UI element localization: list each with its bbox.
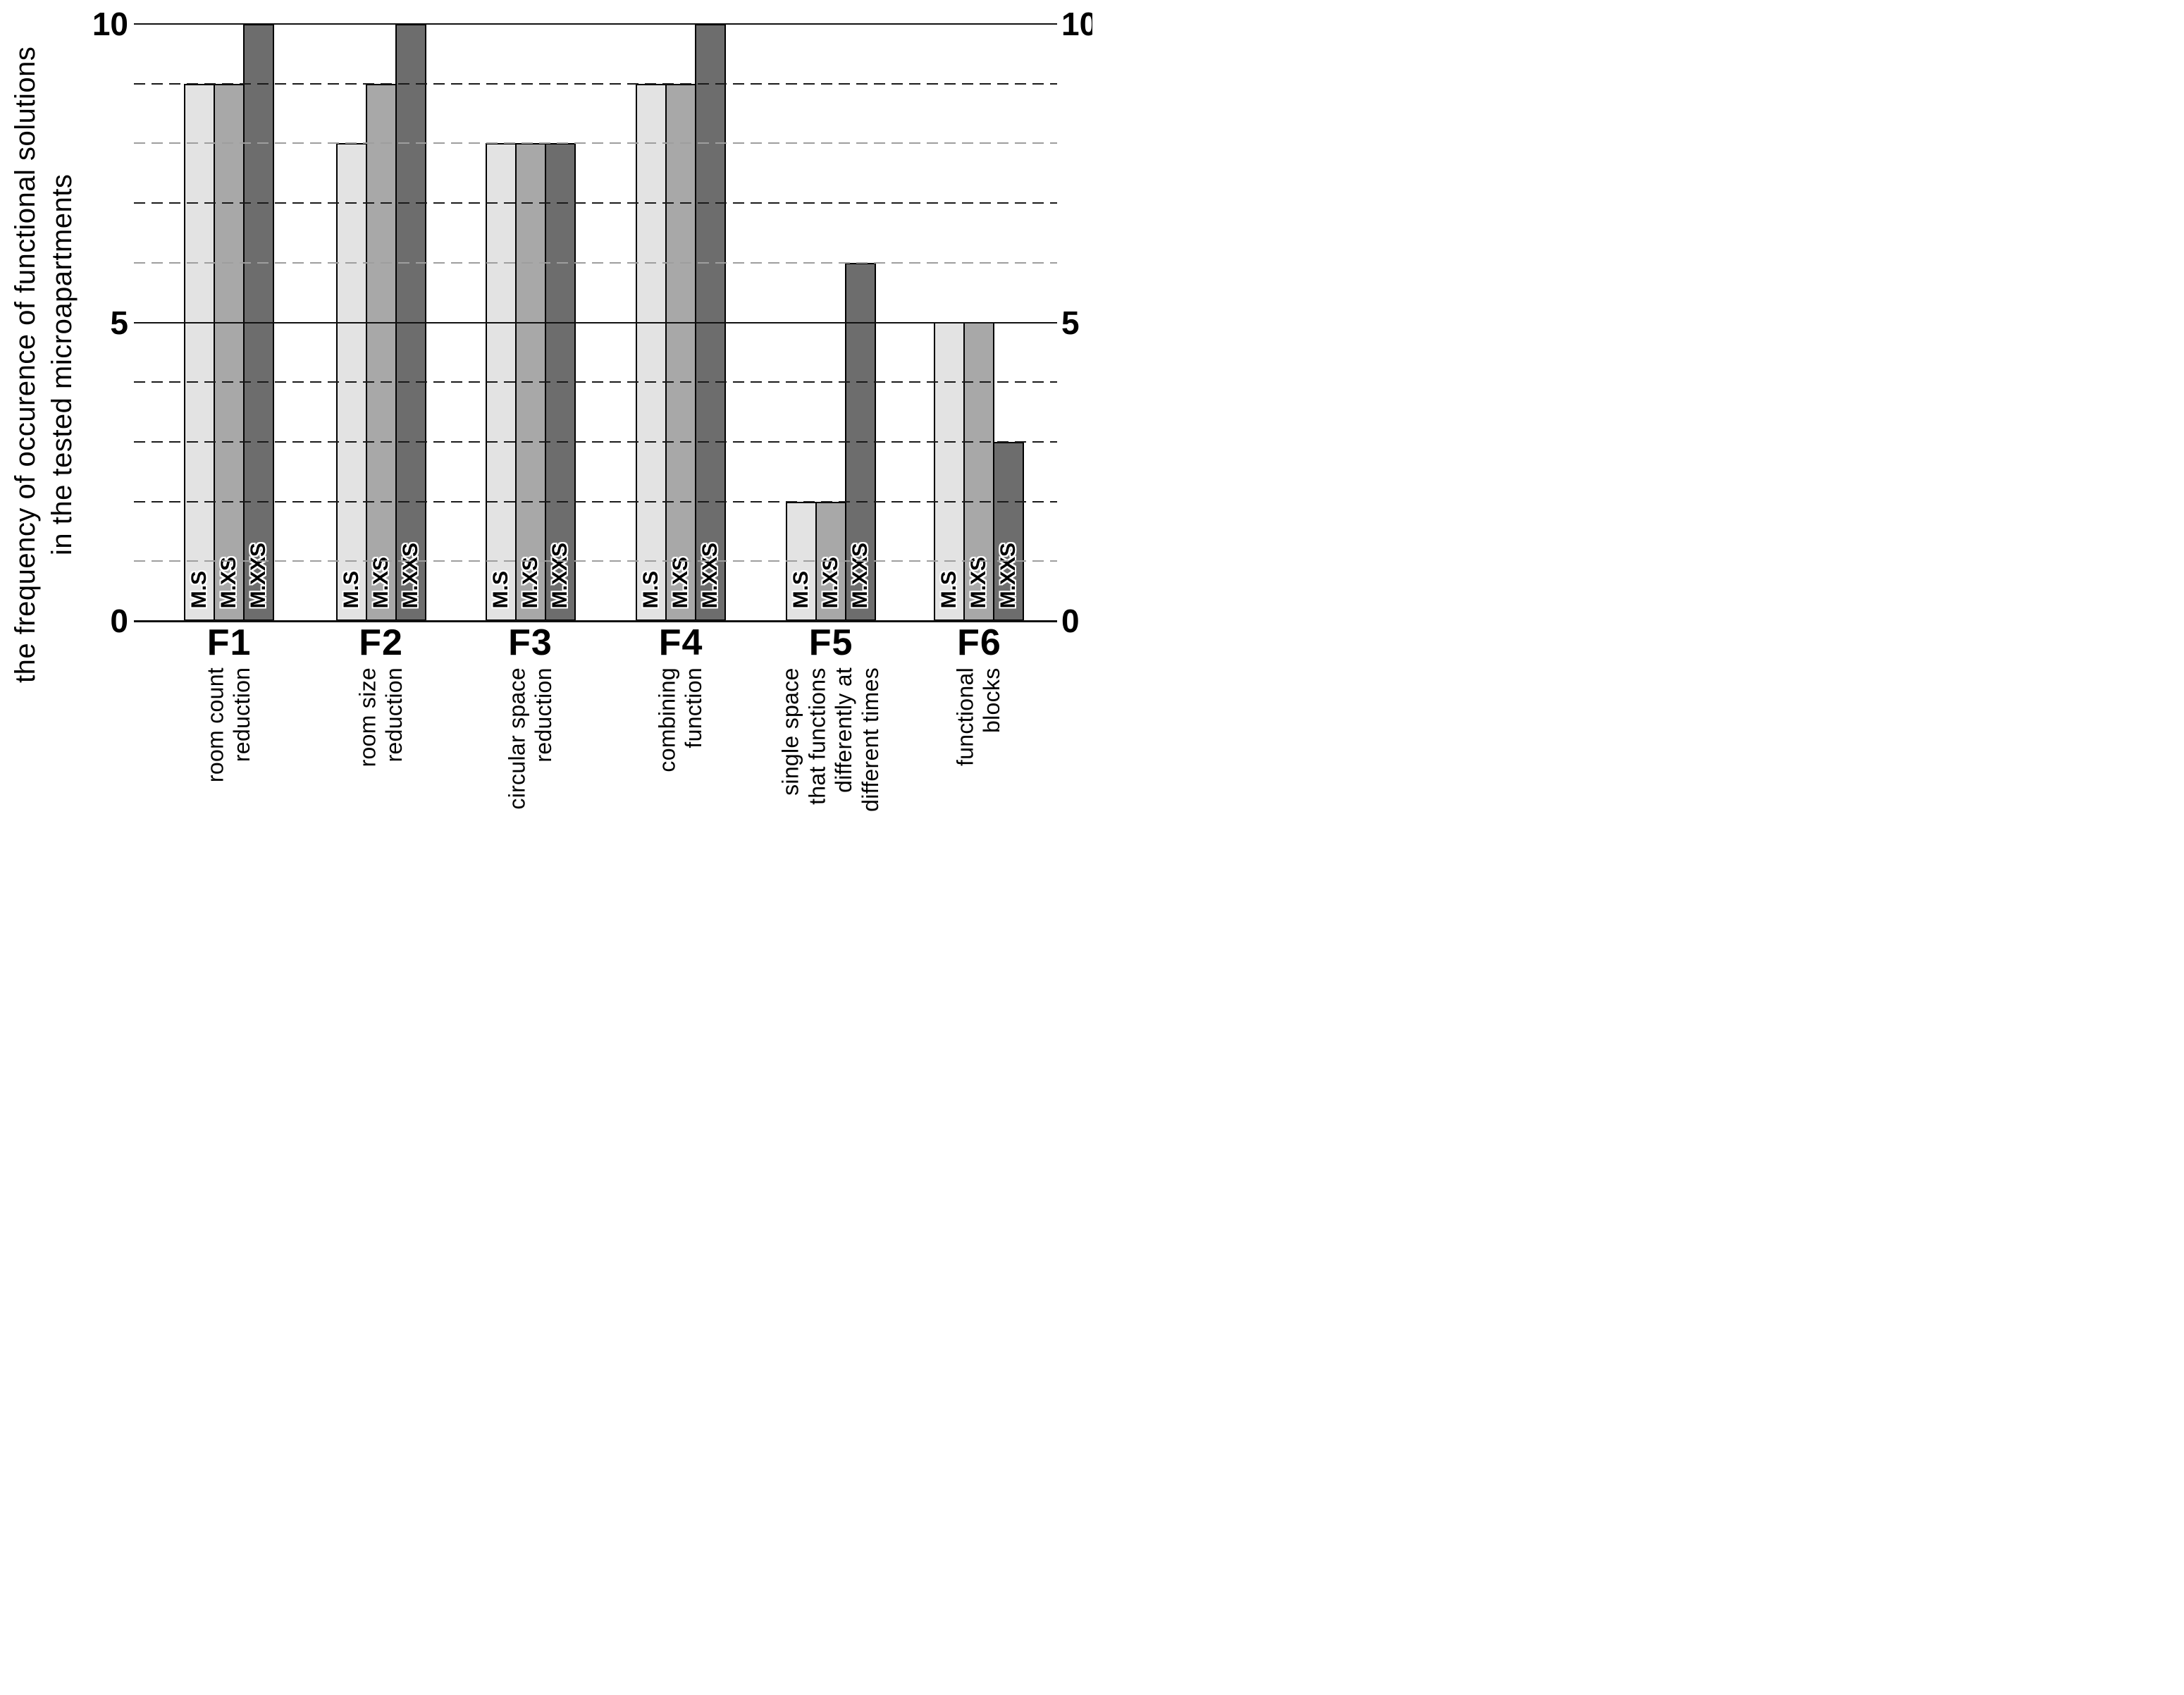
bar-group-F6: M.S M.XS M.XXS (934, 322, 1025, 621)
bar-series-label-M.XS: M.XS (217, 556, 241, 608)
bar-F1-M.XXS: M.XXS (243, 24, 275, 621)
bar-series-label-M.XS: M.XS (518, 556, 542, 608)
bar-group-F3: M.S M.XS M.XXS (485, 143, 576, 621)
category-code-F6: F6 (957, 622, 1001, 663)
bar-F6-M.XXS: M.XXS (993, 442, 1025, 621)
bar-series-label-M.XXS: M.XXS (398, 542, 422, 608)
category-desc-F2: room size reduction (354, 667, 407, 768)
category-code-F1: F1 (206, 622, 252, 663)
bar-F5-M.XXS: M.XXS (845, 263, 877, 621)
bar-group-F5: M.S M.XS M.XXS (786, 263, 877, 621)
bar-series-label-M.XS: M.XS (369, 556, 393, 608)
bar-F4-M.XXS: M.XXS (695, 24, 727, 621)
bar-chart-figure: the frequency of occurence of functional… (0, 0, 1092, 848)
bar-group-F4: M.S M.XS M.XXS (636, 24, 727, 621)
bar-F6-M.S: M.S (934, 322, 965, 621)
bar-F4-M.S: M.S (636, 84, 667, 621)
bar-group-F1: M.S M.XS M.XXS (184, 24, 275, 621)
y-tick-label-left-10: 10 (92, 6, 128, 42)
category-F3: F3 circular space reduction (503, 622, 557, 810)
bar-series-label-M.XS: M.XS (819, 556, 843, 608)
category-desc-F6: functional blocks (952, 667, 1005, 767)
y-tick-label-right-5: 5 (1061, 304, 1080, 341)
bar-series-label-M.XXS: M.XXS (997, 542, 1020, 608)
category-desc-F4: combining function (654, 667, 707, 772)
category-code-F4: F4 (658, 622, 703, 663)
category-code-F5: F5 (808, 622, 853, 663)
bar-F5-M.XS: M.XS (815, 502, 847, 621)
category-F6: F6 functional blocks (952, 622, 1006, 767)
bar-group-F2: M.S M.XS M.XXS (335, 24, 426, 621)
bar-series-label-M.S: M.S (488, 570, 512, 608)
category-code-F3: F3 (508, 622, 553, 663)
bar-F3-M.S: M.S (485, 143, 517, 621)
bar-series-label-M.S: M.S (339, 570, 363, 608)
y-tick-label-right-10: 10 (1061, 6, 1092, 42)
bar-F1-M.XS: M.XS (214, 84, 245, 621)
bar-series-label-M.S: M.S (937, 570, 961, 608)
bar-series-label-M.S: M.S (789, 570, 813, 608)
bar-series-label-M.S: M.S (639, 570, 663, 608)
bar-F2-M.XXS: M.XXS (395, 24, 426, 621)
category-F4: F4 combining function (654, 622, 708, 772)
category-F1: F1 room count reduction (202, 622, 256, 783)
bar-F3-M.XXS: M.XXS (544, 143, 576, 621)
category-code-F2: F2 (359, 622, 403, 663)
bar-series-label-M.XXS: M.XXS (698, 542, 722, 608)
bar-F1-M.S: M.S (184, 84, 216, 621)
bar-F4-M.XS: M.XS (665, 84, 697, 621)
bar-series-label-M.XS: M.XS (669, 556, 693, 608)
bar-series-label-M.XXS: M.XXS (247, 542, 271, 608)
bar-series-label-M.XXS: M.XXS (548, 542, 572, 608)
x-axis-categories: F1 room count reduction F2 room size reduct… (134, 622, 1057, 848)
y-tick-label-right-0: 0 (1061, 603, 1080, 639)
category-F2: F2 room size reduction (354, 622, 408, 768)
category-F5: F5 single space that functions differentl… (777, 622, 884, 813)
bar-series-label-M.S: M.S (187, 570, 211, 608)
bar-series-label-M.XS: M.XS (967, 556, 991, 608)
category-desc-F3: circular space reduction (503, 667, 556, 810)
bar-F3-M.XS: M.XS (514, 143, 546, 621)
bar-F5-M.S: M.S (786, 502, 818, 621)
category-desc-F1: room count reduction (202, 667, 255, 783)
bar-F6-M.XS: M.XS (963, 322, 995, 621)
bar-series-label-M.XXS: M.XXS (849, 542, 872, 608)
bar-F2-M.XS: M.XS (365, 84, 397, 621)
category-desc-F5: single space that functions differently … (777, 667, 883, 813)
plot-area: M.S M.XS M.XXS M.S M.XS M.XXS M.S M.XS M.XXS M.S M… (134, 23, 1057, 622)
bar-F2-M.S: M.S (335, 143, 367, 621)
y-tick-label-left-5: 5 (110, 304, 128, 341)
y-tick-label-left-0: 0 (110, 603, 128, 639)
